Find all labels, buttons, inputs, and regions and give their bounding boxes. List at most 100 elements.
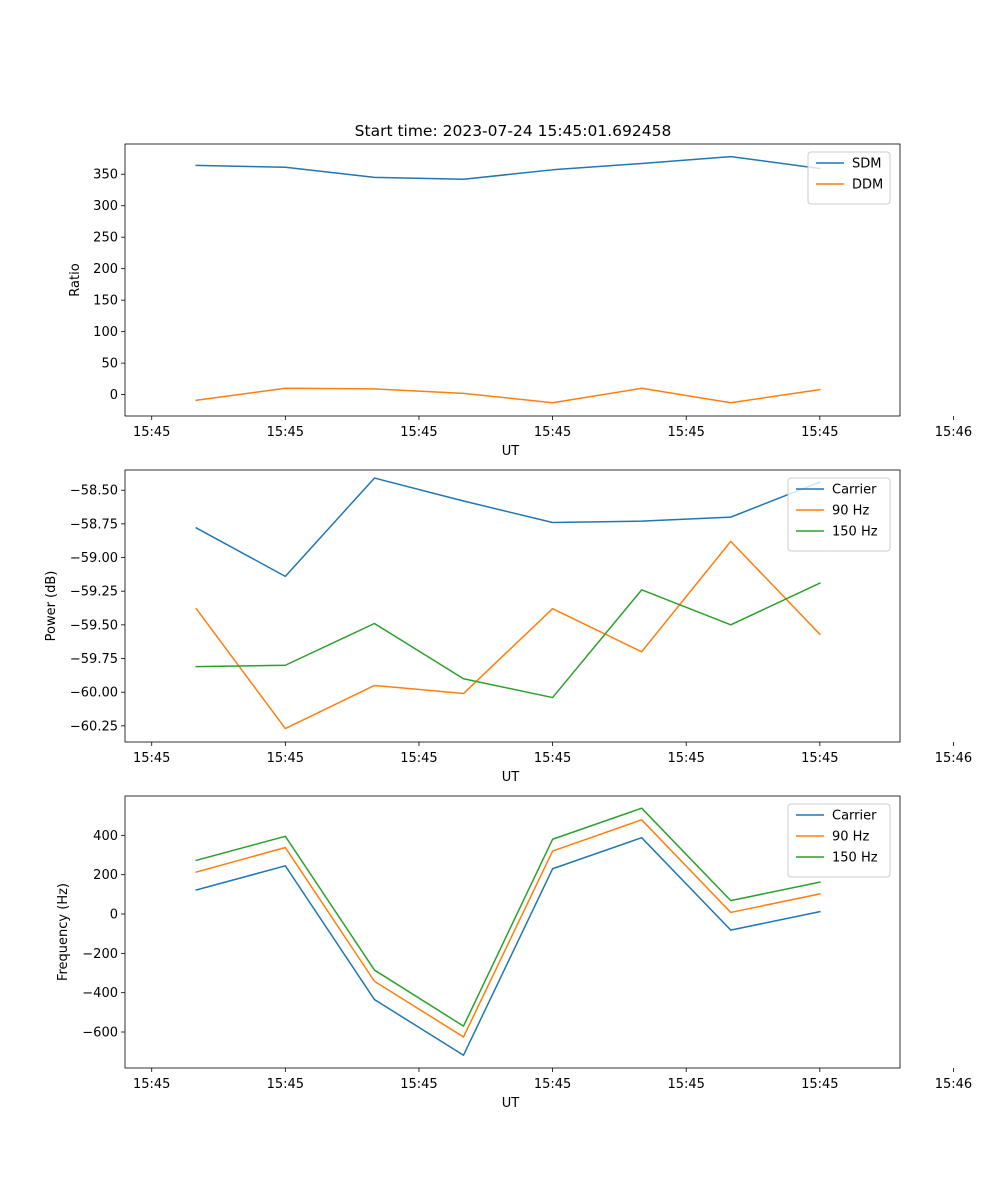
legend-label: DDM xyxy=(852,178,883,193)
series-line-2 xyxy=(195,819,821,1038)
legend-frame xyxy=(807,151,891,205)
x-tick-label: 15:45 xyxy=(534,751,571,766)
data-point xyxy=(374,999,376,1001)
data-point xyxy=(195,871,197,873)
data-point xyxy=(285,836,287,838)
y-tick-label: −60.00 xyxy=(70,686,118,701)
series-line-1 xyxy=(195,836,821,1056)
y-tick-label: 400 xyxy=(93,829,118,844)
data-point xyxy=(730,900,732,902)
x-tick-label: 15:45 xyxy=(801,1077,838,1092)
data-point xyxy=(552,838,554,840)
data-point xyxy=(730,402,732,404)
y-axis-label: Power (dB) xyxy=(44,571,59,642)
data-point xyxy=(730,541,732,543)
legend-label: Carrier xyxy=(832,809,877,824)
x-tick-label: 15:46 xyxy=(935,425,972,440)
data-point xyxy=(285,388,287,390)
data-point xyxy=(463,1025,465,1027)
data-point xyxy=(195,666,197,668)
series-line-1 xyxy=(195,155,821,181)
data-point xyxy=(374,388,376,390)
series-line-2 xyxy=(195,387,821,404)
data-point xyxy=(285,865,287,867)
data-point xyxy=(374,623,376,625)
plot-frame xyxy=(124,795,901,1069)
y-tick-label: 0 xyxy=(110,908,118,923)
x-tick-label: 15:45 xyxy=(534,1077,571,1092)
y-tick-label: 200 xyxy=(93,262,118,277)
data-point xyxy=(195,889,197,891)
data-point xyxy=(819,893,821,895)
x-tick-label: 15:45 xyxy=(801,425,838,440)
series-line-3 xyxy=(195,582,821,699)
x-axis-label: UT xyxy=(502,444,520,459)
data-point xyxy=(819,389,821,391)
data-point xyxy=(463,393,465,395)
data-point xyxy=(641,819,643,821)
legend: Carrier 90 Hz 150 Hz xyxy=(787,803,891,878)
y-tick-label: 150 xyxy=(93,294,118,309)
data-point xyxy=(463,678,465,680)
data-point xyxy=(641,837,643,839)
legend: SDM DDM xyxy=(807,151,891,205)
plot-frame xyxy=(124,143,901,417)
data-point xyxy=(552,402,554,404)
data-point xyxy=(463,500,465,502)
data-point xyxy=(730,912,732,914)
x-tick-label: 15:46 xyxy=(935,1077,972,1092)
legend-label: 90 Hz xyxy=(832,504,869,519)
data-point xyxy=(819,911,821,913)
data-point xyxy=(641,807,643,809)
data-point xyxy=(374,177,376,179)
data-point xyxy=(641,520,643,522)
data-point xyxy=(463,1036,465,1038)
legend: Carrier 90 Hz 150 Hz xyxy=(787,477,891,552)
y-tick-label: 50 xyxy=(101,357,118,372)
legend-label: 150 Hz xyxy=(832,851,878,866)
data-point xyxy=(285,167,287,169)
data-point xyxy=(819,881,821,883)
x-axis-label: UT xyxy=(502,770,520,785)
data-point xyxy=(195,527,197,529)
data-point xyxy=(195,608,197,610)
series-line-1 xyxy=(195,477,821,578)
x-tick-label: 15:46 xyxy=(935,751,972,766)
x-tick-label: 15:45 xyxy=(133,425,170,440)
data-point xyxy=(552,169,554,171)
data-point xyxy=(641,388,643,390)
y-axis-label: Ratio xyxy=(68,263,83,296)
data-point xyxy=(552,868,554,870)
data-point xyxy=(552,522,554,524)
data-point xyxy=(285,847,287,849)
legend-label: Carrier xyxy=(832,483,877,498)
x-tick-label: 15:45 xyxy=(400,425,437,440)
x-tick-label: 15:45 xyxy=(133,751,170,766)
data-point xyxy=(730,624,732,626)
data-point xyxy=(374,685,376,687)
y-tick-label: 100 xyxy=(93,325,118,340)
x-tick-label: 15:45 xyxy=(267,425,304,440)
series-line-3 xyxy=(195,807,821,1027)
data-point xyxy=(463,1054,465,1056)
y-axis-label: Frequency (Hz) xyxy=(56,883,71,981)
data-point xyxy=(819,582,821,584)
x-tick-label: 15:45 xyxy=(667,751,704,766)
data-point xyxy=(463,178,465,180)
legend-frame xyxy=(787,803,891,878)
legend-frame xyxy=(787,477,891,552)
y-tick-label: −59.00 xyxy=(70,551,118,566)
y-tick-label: −200 xyxy=(82,947,118,962)
x-tick-label: 15:45 xyxy=(667,1077,704,1092)
y-tick-label: 250 xyxy=(93,231,118,246)
data-point xyxy=(641,163,643,165)
data-point xyxy=(195,165,197,167)
data-point xyxy=(285,728,287,730)
data-point xyxy=(374,980,376,982)
chart-panel-2: 15:45 15:45 15:45 15:45 15:45 15:45 15:46 −60.2… xyxy=(44,469,972,785)
y-tick-label: −400 xyxy=(82,986,118,1001)
legend-label: 150 Hz xyxy=(832,525,878,540)
series-line-2 xyxy=(195,540,821,730)
x-tick-label: 15:45 xyxy=(534,425,571,440)
